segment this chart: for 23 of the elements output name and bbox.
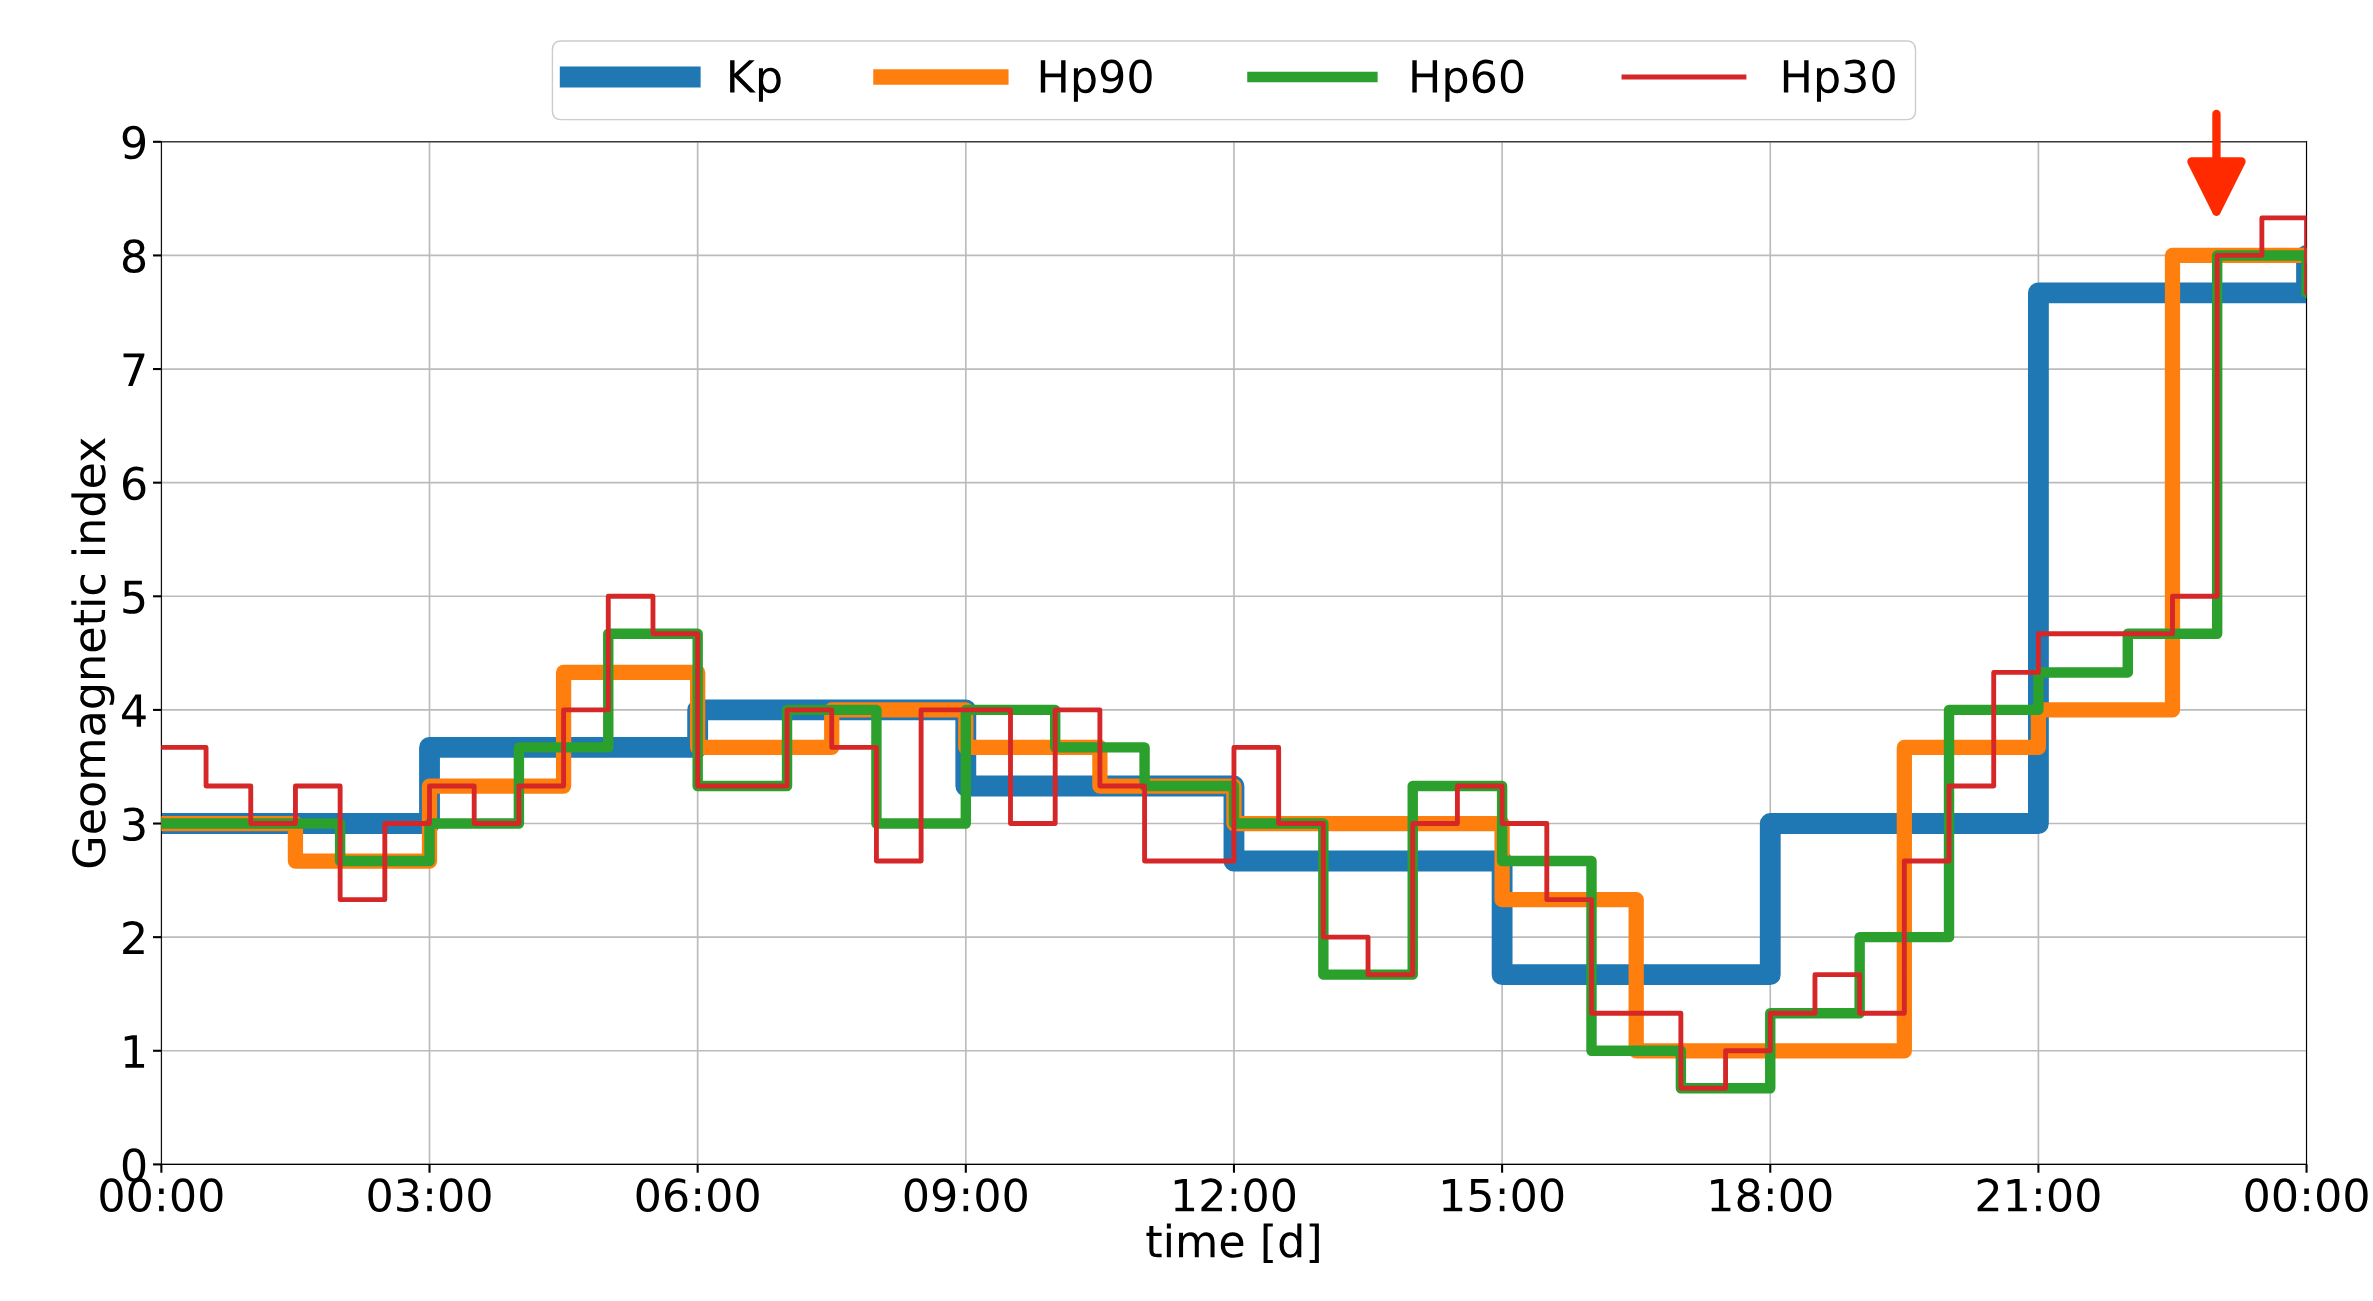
y-tick-label: 8 <box>122 239 146 273</box>
y-tick-label: 5 <box>123 580 145 614</box>
y-axis-title: Geomagnetic index <box>71 437 115 868</box>
x-tick-label: 12:00 <box>1174 1178 1296 1212</box>
y-tick-label: 9 <box>122 125 146 160</box>
y-tick-label: 2 <box>123 921 144 955</box>
x-tick-label: 03:00 <box>368 1178 491 1212</box>
legend-label: Hp90 <box>1040 59 1152 102</box>
y-tick-label: 3 <box>123 807 145 842</box>
x-tick-label: 15:00 <box>1442 1178 1564 1212</box>
x-tick-label: 09:00 <box>904 1178 1027 1212</box>
y-tick-label: 4 <box>122 694 146 727</box>
y-tick-label: 7 <box>123 353 145 386</box>
x-tick-label: 18:00 <box>1711 1178 1832 1212</box>
legend-label: Kp <box>730 60 781 102</box>
x-tick-label: 21:00 <box>1977 1178 2100 1212</box>
x-axis-title: time [d] <box>1146 1223 1319 1264</box>
legend-label: Hp30 <box>1783 59 1895 102</box>
y-tick-label: 1 <box>124 1035 145 1068</box>
x-tick-label: 06:00 <box>636 1178 759 1212</box>
legend-label: Hp60 <box>1412 59 1524 102</box>
y-tick-label: 6 <box>123 466 146 501</box>
x-tick-label: 00:00 <box>2245 1178 2368 1212</box>
